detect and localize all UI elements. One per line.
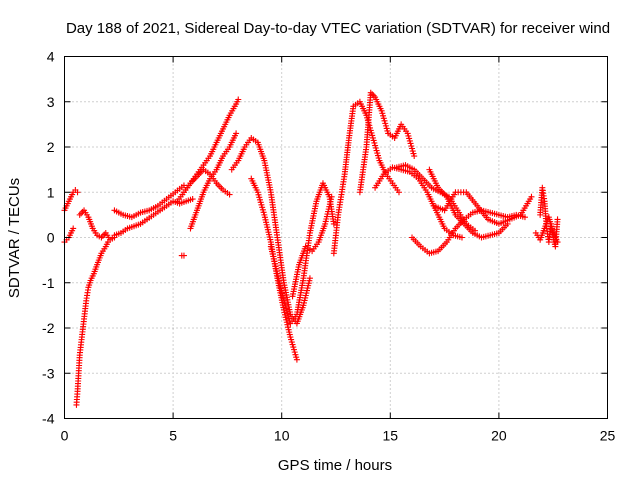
y-tick-label: -1 xyxy=(42,275,55,291)
y-tick-label: -2 xyxy=(42,320,55,336)
data-point-marker xyxy=(78,210,85,217)
data-point-marker xyxy=(554,216,561,223)
data-points xyxy=(61,89,561,408)
data-point-marker xyxy=(411,153,418,160)
y-tick-label: 4 xyxy=(47,49,55,65)
data-point-marker xyxy=(521,214,528,221)
data-point-marker xyxy=(180,252,187,259)
data-point-marker xyxy=(79,208,86,215)
y-tick-label: -4 xyxy=(42,411,55,427)
data-point-marker xyxy=(328,193,335,200)
axis-ticks: 0 5 10 15 20 25 -4 -3 -2 -1 0 1 2 3 4 xyxy=(42,49,615,444)
data-point-marker xyxy=(554,239,561,246)
data-point-marker xyxy=(70,225,77,232)
data-point-marker xyxy=(74,189,81,196)
grid-lines xyxy=(64,56,608,419)
y-tick-label: -3 xyxy=(42,365,55,381)
data-point-marker xyxy=(233,130,240,137)
data-point-marker xyxy=(395,189,402,196)
x-axis-title: GPS time / hours xyxy=(278,457,392,474)
y-tick-label: 1 xyxy=(47,184,55,200)
x-tick-label: 10 xyxy=(274,428,290,444)
chart-title: Day 188 of 2021, Sidereal Day-to-day VTE… xyxy=(66,20,610,37)
x-tick-label: 25 xyxy=(600,428,616,444)
data-point-marker xyxy=(189,196,196,203)
data-point-marker xyxy=(76,211,83,218)
data-point-marker xyxy=(306,275,313,282)
y-tick-label: 0 xyxy=(47,230,55,246)
data-point-marker xyxy=(458,234,465,241)
y-axis-title: SDTVAR / TECUs xyxy=(6,178,23,298)
x-tick-label: 5 xyxy=(169,428,177,444)
data-point-marker xyxy=(235,96,242,103)
data-point-marker xyxy=(504,220,511,227)
data-point-marker xyxy=(99,232,106,239)
data-point-marker xyxy=(226,191,233,198)
x-tick-label: 0 xyxy=(61,428,69,444)
data-point-marker xyxy=(528,193,535,200)
data-point-marker xyxy=(330,220,337,227)
y-tick-label: 3 xyxy=(47,94,55,110)
x-tick-label: 20 xyxy=(491,428,507,444)
y-tick-label: 2 xyxy=(47,139,55,155)
data-point-marker xyxy=(293,356,300,363)
x-tick-label: 15 xyxy=(383,428,399,444)
